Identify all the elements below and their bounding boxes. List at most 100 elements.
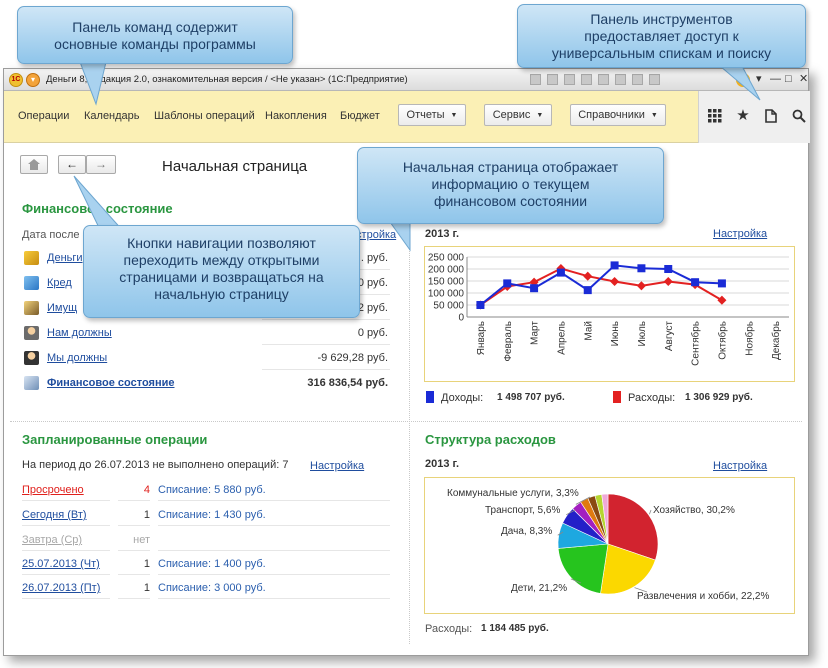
page-title: Начальная страница [162,158,308,175]
finance-row-money[interactable]: Деньги [47,252,83,264]
apps-grid-icon[interactable] [703,104,727,128]
credit-card-icon [24,276,39,290]
close-icon[interactable]: ✕ [799,73,809,85]
calendar-icon[interactable] [598,74,609,85]
finance-row-property[interactable]: Имущ [47,302,78,314]
data-point [530,284,539,293]
finance-row-money-value: ... руб. [354,252,388,264]
cmd-budget[interactable]: Бюджет [340,110,380,122]
mem-icon[interactable] [632,74,643,85]
planned-row-date-26[interactable]: 26.07.2013 (Пт) [22,582,101,594]
expenses-section-title: Структура расходов [425,432,556,447]
pie-leader-line [649,509,652,515]
data-point [717,295,727,305]
finance-row-owed-to-us-value: 0 руб. [357,327,388,339]
debtor-person-icon [24,326,39,340]
titlebar-toolbar [530,74,730,86]
finance-row-credit[interactable]: Кред [47,277,72,289]
catalogs-dropdown[interactable]: Справочники ▼ [570,104,666,126]
zoom-icon[interactable] [649,74,660,85]
back-button[interactable]: ← [58,155,86,174]
finance-total-value: 316 836,54 руб. [307,377,388,389]
divider [158,574,390,575]
planned-row-date-26-count: 1 [143,582,150,594]
x-tick-label: Январь [476,321,487,355]
divider [22,550,110,551]
property-icon [24,301,39,315]
expense-legend-swatch [613,391,621,403]
cmd-calendar[interactable]: Календарь [84,110,140,122]
finance-row-we-owe[interactable]: Мы должны [47,352,108,364]
catalogs-label: Справочники [578,109,645,121]
divider [118,574,150,575]
tools-panel: ★ [698,91,810,143]
planned-row-today-op[interactable]: Списание: 1 430 руб. [158,509,266,521]
divider [262,319,390,320]
planned-row-date-25[interactable]: 25.07.2013 (Чт) [22,558,100,570]
home-page-callout: Начальная страница отображает информацию… [357,147,664,224]
divider [22,500,110,501]
income-chart-settings-link[interactable]: Настройка [713,228,768,240]
y-tick-label: 150 000 [428,277,465,288]
divider [22,574,110,575]
info-icon[interactable]: i [736,73,750,87]
reports-dropdown[interactable]: Отчеты ▼ [398,104,466,126]
income-chart-year: 2013 г. [425,228,460,240]
data-point [636,281,646,291]
cmd-operations[interactable]: Операции [18,110,70,122]
forward-icon[interactable] [547,74,558,85]
planned-row-tomorrow[interactable]: Завтра (Ср) [22,534,83,546]
income-legend-swatch [426,391,434,403]
print-icon[interactable] [581,74,592,85]
finance-total-link[interactable]: Финансовое состояние [47,377,175,389]
planned-settings-link[interactable]: Настройка [310,460,365,472]
callout-line: переходить между открытыми [123,252,320,268]
service-dropdown[interactable]: Сервис ▼ [484,104,552,126]
back-icon[interactable] [530,74,541,85]
pie-leader-line [557,531,564,536]
planned-row-overdue[interactable]: Просрочено [22,484,84,496]
y-tick-label: 250 000 [428,253,465,264]
favorites-star-icon[interactable]: ★ [736,107,750,124]
service-label: Сервис [492,109,531,121]
pie-slice [607,493,659,561]
data-point [583,271,593,281]
main-menu-icon[interactable]: ▾ [26,73,40,87]
divider [158,598,390,599]
pie-label: Коммунальные услуги, 3,3% [447,488,579,499]
expenses-pie-chart: Хозяйство, 30,2% Развлечения и хобби, 22,… [447,488,769,602]
callout-line: предоставляет доступ к [584,28,739,44]
planned-row-date-25-op[interactable]: Списание: 1 400 руб. [158,558,266,570]
pie-label: Дача, 8,3% [501,526,552,537]
expenses-settings-link[interactable]: Настройка [713,460,768,472]
planned-row-overdue-op[interactable]: Списание: 5 880 руб. [158,484,266,496]
pie-leader-line [570,578,582,584]
planned-row-tomorrow-count: нет [133,534,150,546]
history-icon[interactable] [759,104,783,128]
pie-label: Дети, 21,2% [511,583,567,594]
series-line-Доходы [479,264,722,306]
data-point [691,278,700,287]
cmd-templates[interactable]: Шаблоны операций [154,110,255,122]
maximize-icon[interactable]: □ [785,73,792,85]
cmd-savings[interactable]: Накопления [265,110,327,122]
minimize-icon[interactable]: — [770,73,781,85]
search-icon[interactable] [787,104,811,128]
save-icon[interactable] [564,74,575,85]
finance-row-owed-to-us[interactable]: Нам должны [47,327,112,339]
home-button[interactable] [20,155,48,174]
callout-line: страницами и возвращаться на [119,269,324,285]
x-tick-label: Сентябрь [690,321,702,366]
window-title: Деньги 8, редакция 2.0, ознакомительная … [46,74,408,85]
settings-arrow-icon[interactable]: ▾ [756,73,762,85]
calculator-icon[interactable] [615,74,626,85]
forward-button[interactable]: → [86,155,116,174]
planned-row-date-26-op[interactable]: Списание: 3 000 руб. [158,582,266,594]
money-icon [24,251,39,265]
arrow-left-icon: ← [66,157,78,171]
planned-row-today[interactable]: Сегодня (Вт) [22,509,87,521]
title-bar: 1С ▾ Деньги 8, редакция 2.0, ознакомител… [4,69,808,91]
chevron-down-icon: ▼ [536,112,544,119]
y-tick-label: 50 000 [433,301,464,312]
expenses-total-value: 1 184 485 руб. [481,623,549,634]
